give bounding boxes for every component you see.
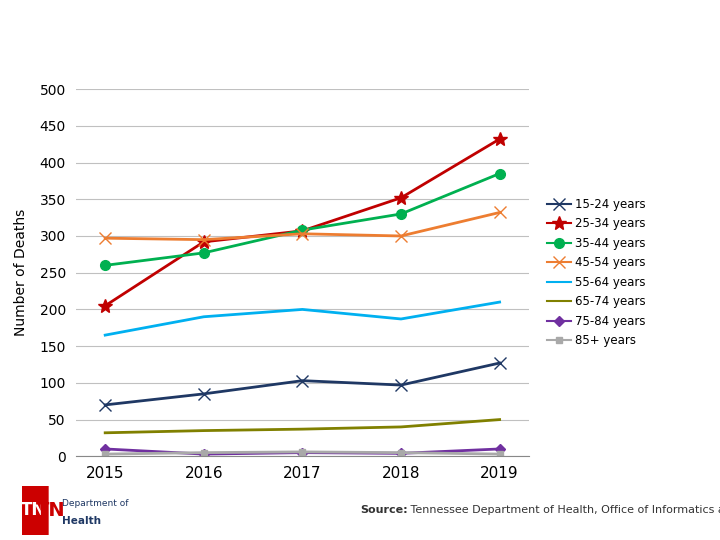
Y-axis label: Number of Deaths: Number of Deaths	[14, 209, 28, 336]
Line: 85+ years: 85+ years	[102, 448, 503, 457]
45-54 years	[101, 235, 109, 241]
Line: 35-44 years: 35-44 years	[100, 168, 505, 270]
Line: 25-34 years: 25-34 years	[98, 132, 507, 313]
75-84 years	[397, 450, 405, 457]
Text: All Opioid Deaths by Age Distribution, 2015-2019: All Opioid Deaths by Age Distribution, 2…	[11, 25, 591, 45]
45-54 years	[495, 209, 504, 215]
Text: Department of: Department of	[62, 498, 128, 508]
35-44 years	[495, 170, 504, 177]
25-34 years	[101, 302, 109, 309]
Text: TN: TN	[35, 501, 66, 520]
25-34 years	[397, 194, 405, 201]
45-54 years	[397, 233, 405, 239]
55-64 years	[298, 306, 307, 313]
35-44 years	[199, 249, 208, 256]
75-84 years	[495, 446, 504, 452]
55-64 years	[495, 299, 504, 305]
FancyBboxPatch shape	[19, 484, 49, 537]
65-74 years	[298, 426, 307, 433]
25-34 years	[495, 136, 504, 142]
85+ years	[397, 449, 405, 456]
75-84 years	[101, 446, 109, 452]
Line: 15-24 years: 15-24 years	[99, 357, 505, 410]
15-24 years	[298, 377, 307, 384]
85+ years	[199, 449, 208, 456]
15-24 years	[101, 402, 109, 408]
65-74 years	[495, 416, 504, 423]
55-64 years	[101, 332, 109, 339]
65-74 years	[397, 424, 405, 430]
Text: Health: Health	[62, 516, 101, 526]
45-54 years	[199, 237, 208, 243]
45-54 years	[298, 231, 307, 237]
Text: Source:: Source:	[360, 505, 408, 515]
55-64 years	[199, 314, 208, 320]
35-44 years	[101, 262, 109, 268]
75-84 years	[298, 449, 307, 456]
Text: TN: TN	[21, 501, 46, 519]
65-74 years	[101, 429, 109, 436]
15-24 years	[199, 390, 208, 397]
Line: 55-64 years: 55-64 years	[105, 302, 500, 335]
15-24 years	[495, 360, 504, 366]
35-44 years	[397, 211, 405, 217]
85+ years	[101, 451, 109, 457]
85+ years	[298, 449, 307, 455]
35-44 years	[298, 227, 307, 233]
25-34 years	[298, 227, 307, 234]
15-24 years	[397, 382, 405, 388]
Legend: 15-24 years, 25-34 years, 35-44 years, 45-54 years, 55-64 years, 65-74 years, 75: 15-24 years, 25-34 years, 35-44 years, 4…	[542, 193, 651, 352]
55-64 years	[397, 316, 405, 322]
Text: Tennessee Department of Health, Office of Informatics and Analytics: Tennessee Department of Health, Office o…	[407, 505, 720, 515]
75-84 years	[199, 451, 208, 457]
85+ years	[495, 451, 504, 457]
65-74 years	[199, 427, 208, 434]
Line: 65-74 years: 65-74 years	[105, 420, 500, 433]
25-34 years	[199, 239, 208, 245]
Line: 45-54 years: 45-54 years	[99, 207, 505, 245]
Line: 75-84 years: 75-84 years	[102, 446, 503, 457]
